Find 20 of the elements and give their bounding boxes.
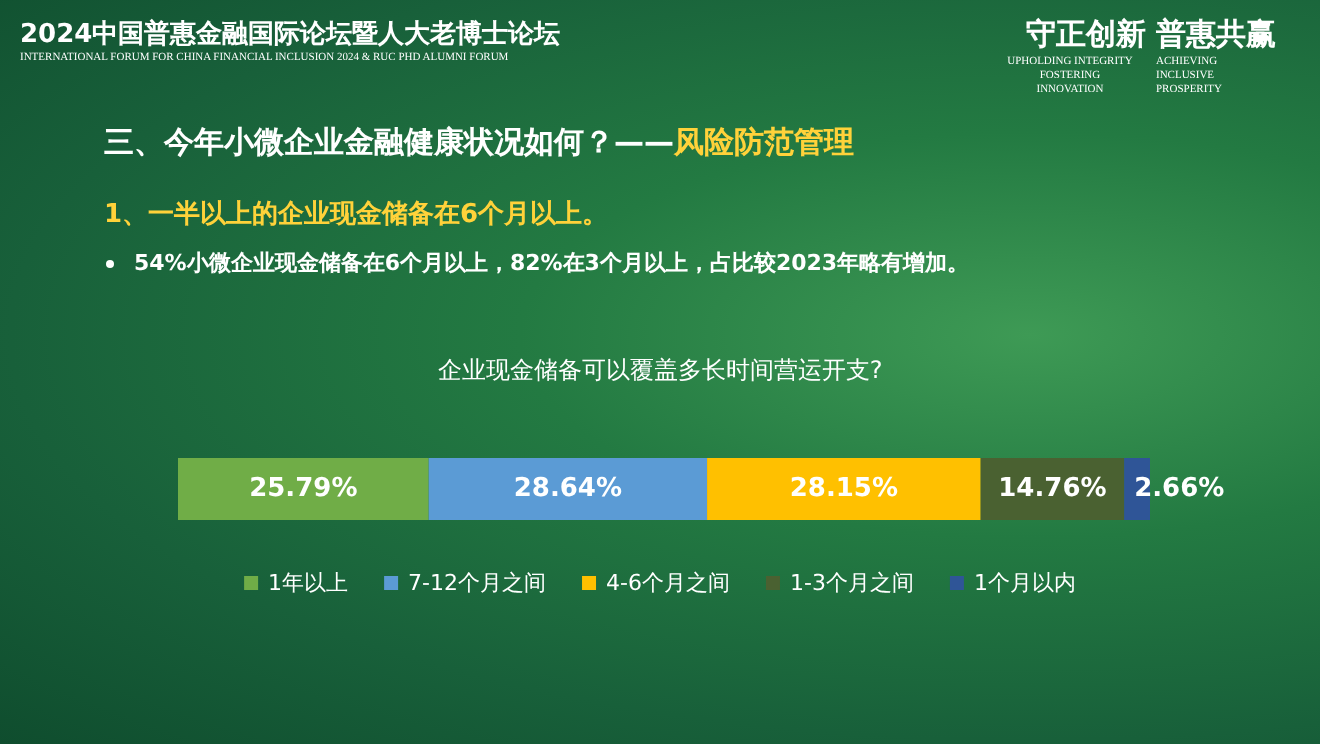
text: 2024中国普惠金融国际论坛暨人大老博士论坛 — [20, 17, 561, 52]
text: 三、今年小微企业金融健康状况如何？—— — [104, 124, 674, 160]
bar — [428, 458, 708, 520]
chart-title: 企业现金储备可以覆盖多长时间营运开支? — [437, 356, 883, 384]
data-label: 28.15% — [789, 474, 899, 504]
legend-label: 1个月以内 — [973, 570, 1076, 596]
text: 风险防范管理 — [674, 124, 854, 160]
text: 54%小微企业现金储备在6个月以上，82%在3个月以上，占比较2023年略有增加。 — [134, 248, 970, 278]
legend-label: 1年以上 — [268, 570, 349, 596]
bar — [178, 458, 429, 520]
legend-label: 4-6个月之间 — [606, 570, 730, 596]
data-label: 2.66% — [1134, 474, 1225, 504]
legend-label: 7-12个月之间 — [408, 570, 547, 596]
data-label: 14.76% — [998, 474, 1107, 504]
data-label: 28.64% — [513, 474, 623, 504]
legend-label: 1-3个月之间 — [789, 570, 914, 596]
chart-subtitle: 1、一半以上的企业现金储备在6个月以上。 — [104, 198, 609, 232]
bar — [707, 458, 981, 520]
data-label: 25.79% — [249, 474, 358, 504]
text: 守正创新 普惠共赢 — [1026, 16, 1277, 54]
